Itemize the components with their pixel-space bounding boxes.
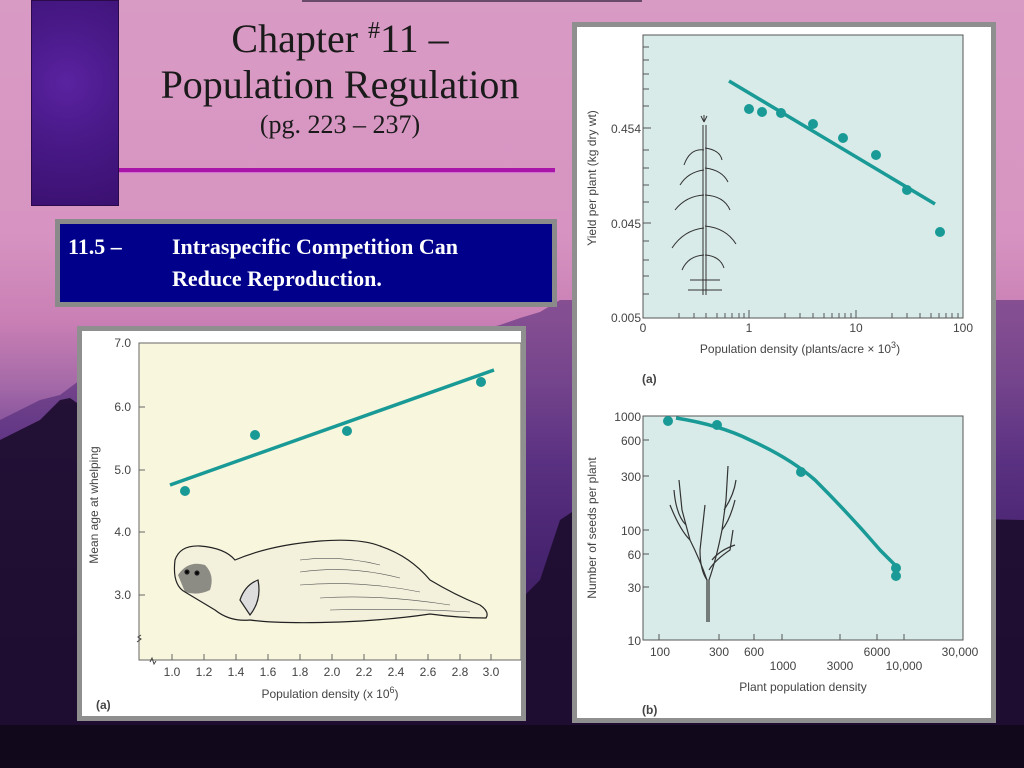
svg-text:4.0: 4.0: [114, 525, 131, 539]
plant-charts: 0.454 0.045 0.005 0 1 10 100 Population …: [585, 34, 979, 717]
axis-break-icon: [149, 656, 157, 666]
corn-plot-area: [642, 34, 964, 319]
svg-text:0: 0: [640, 321, 647, 335]
data-point: [891, 563, 901, 573]
svg-text:100: 100: [621, 524, 641, 538]
svg-text:1000: 1000: [770, 659, 797, 673]
data-point: [476, 377, 486, 387]
corn-y-axis-label: Yield per plant (kg dry wt): [585, 110, 599, 246]
slide-title: Chapter #11 – Population Regulation (pg.…: [120, 8, 560, 142]
data-point: [250, 430, 260, 440]
svg-text:30: 30: [628, 581, 642, 595]
section-title: Intraspecific Competition Can Reduce Rep…: [172, 231, 458, 295]
top-strip: [302, 0, 642, 2]
svg-text:100: 100: [953, 321, 973, 335]
data-point: [796, 467, 806, 477]
svg-text:2.6: 2.6: [420, 665, 437, 679]
svg-text:6.0: 6.0: [114, 400, 131, 414]
corn-data-points: [744, 104, 945, 237]
title-line-2: Population Regulation: [160, 62, 520, 107]
data-point: [871, 150, 881, 160]
plant-charts-panel: 0.454 0.045 0.005 0 1 10 100 Population …: [572, 22, 996, 723]
svg-text:2.8: 2.8: [452, 665, 469, 679]
seeds-data-points: [663, 416, 901, 581]
data-point: [808, 119, 818, 129]
svg-text:2.4: 2.4: [388, 665, 405, 679]
seal-illustration: [173, 539, 488, 624]
svg-text:1: 1: [746, 321, 753, 335]
title-underline: [119, 168, 555, 173]
svg-text:0.005: 0.005: [611, 311, 641, 325]
data-point: [180, 486, 190, 496]
section-heading-box: 11.5 – Intraspecific Competition Can Red…: [55, 219, 557, 307]
svg-text:2.2: 2.2: [356, 665, 373, 679]
section-number: 11.5 –: [68, 234, 122, 259]
decorative-purple-block: [31, 0, 119, 206]
svg-text:300: 300: [621, 470, 641, 484]
svg-text:1000: 1000: [614, 410, 641, 424]
seal-data-points: [180, 377, 486, 496]
svg-text:1.8: 1.8: [292, 665, 309, 679]
data-point: [757, 107, 767, 117]
data-point: [712, 420, 722, 430]
data-point: [663, 416, 673, 426]
corn-panel-label: (a): [642, 372, 657, 386]
data-point: [891, 571, 901, 581]
seeds-trend-curve: [675, 416, 897, 567]
svg-text:0.045: 0.045: [611, 217, 641, 231]
data-point: [776, 108, 786, 118]
branching-plant-illustration: [669, 465, 737, 622]
data-point: [342, 426, 352, 436]
svg-text:2.0: 2.0: [324, 665, 341, 679]
data-point: [744, 104, 754, 114]
svg-text:100: 100: [650, 645, 670, 659]
svg-text:3.0: 3.0: [483, 665, 500, 679]
svg-text:1.4: 1.4: [228, 665, 245, 679]
title-pages: (pg. 223 – 237): [259, 110, 421, 139]
svg-text:10: 10: [628, 634, 642, 648]
data-point: [935, 227, 945, 237]
svg-text:6000: 6000: [864, 645, 891, 659]
corn-illustration: [671, 115, 737, 295]
seeds-plot-area: [642, 415, 964, 641]
seal-y-axis-label: Mean age at whelping: [87, 446, 101, 563]
axis-break-icon: [136, 634, 142, 643]
svg-text:300: 300: [709, 645, 729, 659]
seal-x-axis-label: Population density (x 106): [261, 685, 398, 701]
title-line-1: Chapter #11 –: [231, 16, 449, 61]
corn-x-axis-label: Population density (plants/acre × 103): [700, 340, 900, 356]
svg-text:3.0: 3.0: [114, 588, 131, 602]
svg-text:3000: 3000: [827, 659, 854, 673]
svg-text:600: 600: [744, 645, 764, 659]
data-point: [838, 133, 848, 143]
seal-panel-label: (a): [96, 698, 111, 712]
svg-text:0.454: 0.454: [611, 122, 641, 136]
corn-trend-line: [728, 79, 936, 206]
svg-text:600: 600: [621, 434, 641, 448]
seeds-panel-label: (b): [642, 703, 657, 717]
data-point: [902, 185, 912, 195]
svg-text:1.0: 1.0: [164, 665, 181, 679]
seeds-x-axis-label: Plant population density: [739, 680, 866, 694]
svg-text:30,000: 30,000: [942, 645, 979, 659]
svg-text:7.0: 7.0: [114, 336, 131, 350]
svg-text:1.2: 1.2: [196, 665, 213, 679]
svg-text:1.6: 1.6: [260, 665, 277, 679]
seal-trend-line: [169, 368, 495, 487]
seeds-y-axis-label: Number of seeds per plant: [585, 457, 599, 599]
section-title-line-1: Intraspecific Competition Can: [172, 234, 458, 259]
seal-chart-panel: 7.0 6.0 5.0 4.0 3.0 1.0 1.2 1.4 1.6 1.8 …: [77, 326, 526, 721]
svg-text:10: 10: [849, 321, 863, 335]
section-title-line-2: Reduce Reproduction.: [172, 266, 382, 291]
svg-text:60: 60: [628, 548, 642, 562]
svg-text:10,000: 10,000: [886, 659, 923, 673]
svg-text:5.0: 5.0: [114, 463, 131, 477]
seal-chart: 7.0 6.0 5.0 4.0 3.0 1.0 1.2 1.4 1.6 1.8 …: [87, 336, 521, 712]
